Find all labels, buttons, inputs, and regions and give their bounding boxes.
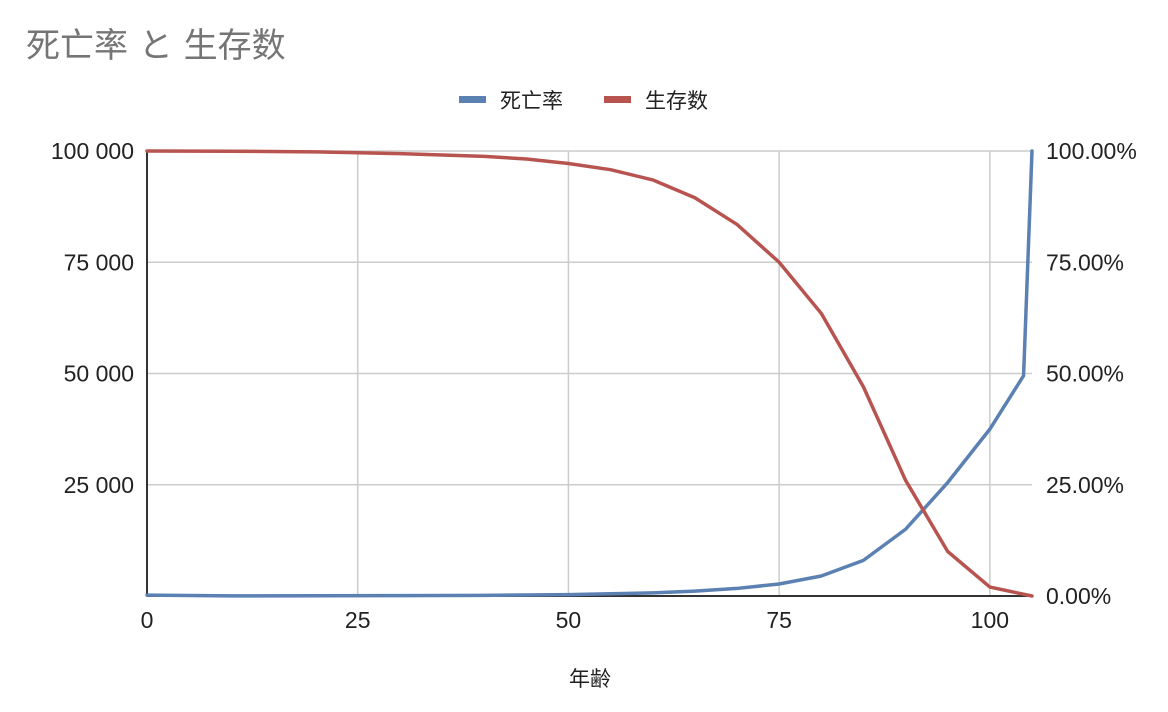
- series-lines: [145, 149, 1034, 598]
- y-right-tick-label: 75.00%: [1046, 249, 1124, 275]
- y-right-tick-label: 50.00%: [1046, 361, 1124, 387]
- series-line-survivors: [145, 149, 1034, 598]
- x-tick-label: 50: [556, 607, 582, 633]
- grid-lines: [147, 150, 1032, 596]
- y-left-tick-label: 100 000: [51, 138, 134, 164]
- legend-swatch: [604, 96, 631, 103]
- y-left-tick-label: 50 000: [64, 361, 134, 387]
- legend-label: 死亡率: [500, 89, 563, 113]
- x-tick-label: 100: [971, 607, 1009, 633]
- tick-labels: 0 25 50 75 100 25 000 50 000 75 000 100 000 0.00%…: [51, 138, 1137, 633]
- x-tick-label: 0: [141, 607, 154, 633]
- y-right-tick-label: 0.00%: [1046, 583, 1111, 609]
- y-left-tick-label: 75 000: [64, 249, 134, 275]
- x-axis-label: 年齢: [569, 667, 611, 691]
- legend-label: 生存数: [645, 89, 708, 113]
- legend-swatch: [459, 96, 486, 103]
- series-line-mortality: [145, 149, 1034, 598]
- y-right-tick-label: 100.00%: [1046, 138, 1137, 164]
- x-tick-label: 25: [345, 607, 371, 633]
- y-right-tick-label: 25.00%: [1046, 472, 1124, 498]
- x-tick-label: 75: [766, 607, 792, 633]
- y-left-tick-label: 25 000: [64, 472, 134, 498]
- legend: 死亡率 生存数: [459, 89, 708, 113]
- chart-title: 死亡率 と 生存数: [26, 26, 286, 66]
